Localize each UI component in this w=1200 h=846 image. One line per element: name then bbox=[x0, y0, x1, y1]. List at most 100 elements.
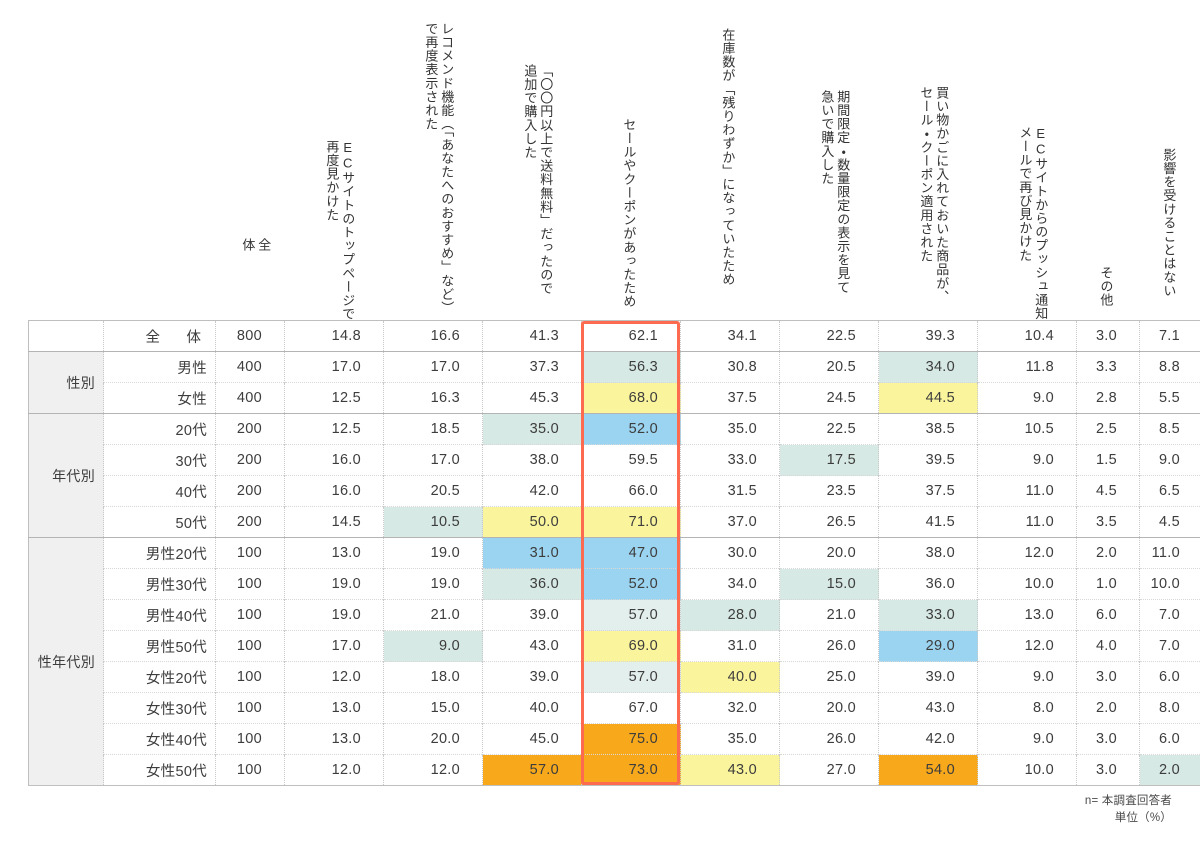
data-cell: 13.0 bbox=[284, 723, 384, 755]
data-cell: 36.0 bbox=[482, 568, 582, 600]
data-cell: 71.0 bbox=[581, 506, 681, 538]
data-cell: 45.3 bbox=[482, 382, 582, 414]
data-cell: 3.3 bbox=[1076, 351, 1140, 383]
row-group-label bbox=[28, 320, 104, 352]
data-cell: 35.0 bbox=[482, 413, 582, 445]
data-cell: 62.1 bbox=[581, 320, 681, 352]
data-cell: 34.0 bbox=[878, 351, 978, 383]
column-header-1: ECサイトのトップページで 再度見かけた bbox=[324, 140, 356, 321]
row-label: 男性20代 bbox=[103, 537, 216, 569]
row-label: 女性20代 bbox=[103, 661, 216, 693]
data-cell: 17.0 bbox=[284, 630, 384, 662]
row-label: 女性40代 bbox=[103, 723, 216, 755]
data-cell: 100 bbox=[215, 754, 285, 786]
data-cell: 9.0 bbox=[977, 723, 1077, 755]
data-cell: 26.0 bbox=[779, 723, 879, 755]
data-cell: 38.0 bbox=[878, 537, 978, 569]
data-cell: 12.0 bbox=[977, 537, 1077, 569]
data-cell: 4.5 bbox=[1076, 475, 1140, 507]
table-body: 全 体 800 14.8 16.6 41.3 62.1 34.1 22.5 39.3 10.4 3.… bbox=[28, 320, 1200, 786]
row-group-label: 年代別 bbox=[28, 413, 104, 538]
table-row: 女性20代 100 12.0 18.0 39.0 57.0 40.0 25.0 39.0 9.0 3… bbox=[29, 661, 1200, 693]
data-cell: 12.0 bbox=[284, 754, 384, 786]
table-row: 女性 400 12.5 16.3 45.3 68.0 37.5 24.5 44.5 9.0 2.8 5… bbox=[29, 382, 1200, 414]
table-row: 男性40代 100 19.0 21.0 39.0 57.0 28.0 21.0 33.0 13.0… bbox=[29, 599, 1200, 631]
data-cell: 39.5 bbox=[878, 444, 978, 476]
data-cell: 21.0 bbox=[779, 599, 879, 631]
data-cell: 16.0 bbox=[284, 475, 384, 507]
data-cell: 30.8 bbox=[680, 351, 780, 383]
data-cell: 27.0 bbox=[779, 754, 879, 786]
column-header-6: 期間限定・数量限定の表示を見て 急いで購入した bbox=[819, 90, 851, 294]
column-header-7: 買い物かごに入れておいた商品が、 セール・クーポン適用された bbox=[918, 86, 950, 304]
column-header-5: 在庫数が「残りわずか」になっていたため bbox=[720, 28, 736, 287]
data-cell: 8.5 bbox=[1139, 413, 1200, 445]
data-cell: 24.5 bbox=[779, 382, 879, 414]
data-cell: 22.5 bbox=[779, 320, 879, 352]
data-cell: 67.0 bbox=[581, 692, 681, 724]
data-cell: 57.0 bbox=[482, 754, 582, 786]
data-cell: 15.0 bbox=[779, 568, 879, 600]
data-cell: 38.5 bbox=[878, 413, 978, 445]
data-cell: 200 bbox=[215, 444, 285, 476]
row-label: 30代 bbox=[103, 444, 216, 476]
data-cell: 17.5 bbox=[779, 444, 879, 476]
data-cell: 11.0 bbox=[1139, 537, 1200, 569]
data-cell: 12.5 bbox=[284, 382, 384, 414]
data-cell: 44.5 bbox=[878, 382, 978, 414]
data-cell: 39.0 bbox=[878, 661, 978, 693]
data-cell: 16.3 bbox=[383, 382, 483, 414]
data-cell: 22.5 bbox=[779, 413, 879, 445]
data-cell: 7.0 bbox=[1139, 630, 1200, 662]
data-cell: 100 bbox=[215, 537, 285, 569]
data-cell: 16.0 bbox=[284, 444, 384, 476]
data-cell: 7.0 bbox=[1139, 599, 1200, 631]
data-cell: 56.3 bbox=[581, 351, 681, 383]
data-cell: 59.5 bbox=[581, 444, 681, 476]
data-cell: 19.0 bbox=[383, 568, 483, 600]
table-row: 50代 200 14.5 10.5 50.0 71.0 37.0 26.5 41.5 11.0 3.… bbox=[29, 506, 1200, 538]
data-cell: 4.0 bbox=[1076, 630, 1140, 662]
data-cell: 11.0 bbox=[977, 506, 1077, 538]
data-cell: 5.5 bbox=[1139, 382, 1200, 414]
data-cell: 7.1 bbox=[1139, 320, 1200, 352]
data-cell: 21.0 bbox=[383, 599, 483, 631]
data-cell: 43.0 bbox=[482, 630, 582, 662]
table-row: 30代 200 16.0 17.0 38.0 59.5 33.0 17.5 39.5 9.0 1.5… bbox=[29, 444, 1200, 476]
data-cell: 9.0 bbox=[1139, 444, 1200, 476]
table-row: 女性50代 100 12.0 12.0 57.0 73.0 43.0 27.0 54.0 10.0… bbox=[29, 754, 1200, 786]
data-cell: 12.5 bbox=[284, 413, 384, 445]
data-cell: 100 bbox=[215, 630, 285, 662]
data-cell: 39.0 bbox=[482, 599, 582, 631]
data-cell: 36.0 bbox=[878, 568, 978, 600]
data-cell: 11.0 bbox=[977, 475, 1077, 507]
data-cell: 20.0 bbox=[779, 537, 879, 569]
data-cell: 20.5 bbox=[383, 475, 483, 507]
data-cell: 38.0 bbox=[482, 444, 582, 476]
data-cell: 9.0 bbox=[977, 661, 1077, 693]
data-cell: 35.0 bbox=[680, 723, 780, 755]
data-cell: 3.0 bbox=[1076, 754, 1140, 786]
data-cell: 14.5 bbox=[284, 506, 384, 538]
row-group-label: 性別 bbox=[28, 351, 104, 414]
data-cell: 69.0 bbox=[581, 630, 681, 662]
data-cell: 30.0 bbox=[680, 537, 780, 569]
data-cell: 100 bbox=[215, 692, 285, 724]
data-cell: 13.0 bbox=[284, 692, 384, 724]
data-cell: 11.8 bbox=[977, 351, 1077, 383]
data-cell: 73.0 bbox=[581, 754, 681, 786]
data-cell: 28.0 bbox=[680, 599, 780, 631]
data-cell: 17.0 bbox=[383, 351, 483, 383]
data-cell: 47.0 bbox=[581, 537, 681, 569]
row-label: 女性30代 bbox=[103, 692, 216, 724]
data-cell: 33.0 bbox=[878, 599, 978, 631]
data-cell: 31.5 bbox=[680, 475, 780, 507]
row-label: 男性50代 bbox=[103, 630, 216, 662]
data-cell: 9.0 bbox=[977, 382, 1077, 414]
data-cell: 16.6 bbox=[383, 320, 483, 352]
row-label: 20代 bbox=[103, 413, 216, 445]
data-cell: 6.0 bbox=[1139, 661, 1200, 693]
data-cell: 10.0 bbox=[977, 568, 1077, 600]
data-cell: 1.5 bbox=[1076, 444, 1140, 476]
